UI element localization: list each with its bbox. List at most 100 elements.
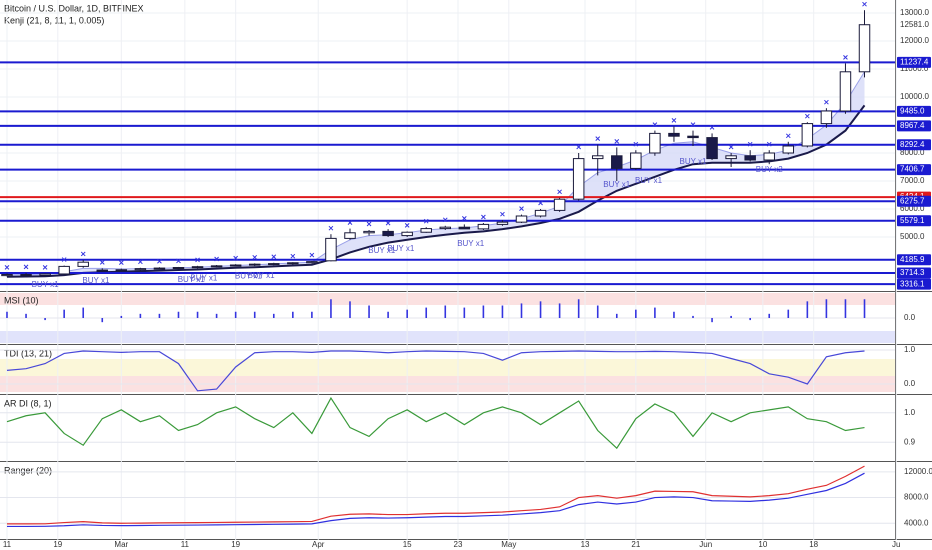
buy-annotation: BUY x1 bbox=[248, 271, 276, 280]
level-label-bg bbox=[897, 164, 931, 176]
buy-annotation: BUY x1 bbox=[680, 157, 708, 166]
y-tick-label: 8000.0 bbox=[900, 148, 925, 157]
candle-body bbox=[611, 155, 623, 169]
level-label: 7406.7 bbox=[900, 165, 925, 174]
signal-cross bbox=[138, 259, 143, 265]
x-tick-label: Jun bbox=[699, 540, 712, 549]
histogram-bar bbox=[272, 313, 275, 318]
candle-body bbox=[534, 209, 547, 217]
candle-body bbox=[210, 265, 223, 268]
signal-cross bbox=[271, 254, 277, 260]
histogram-bar bbox=[139, 313, 142, 318]
histogram-bar bbox=[44, 318, 46, 321]
level-label-bg bbox=[897, 56, 931, 68]
candle-body bbox=[229, 264, 242, 267]
buy-annotation: BUY x2 bbox=[756, 165, 784, 174]
candle-body bbox=[382, 230, 394, 237]
candle-body bbox=[248, 263, 261, 266]
y-tick-label: 4000.0 bbox=[904, 518, 929, 527]
band-lower-line bbox=[6, 104, 866, 278]
level-label-bg bbox=[897, 195, 931, 207]
y-tick-label: 1.0 bbox=[904, 345, 916, 354]
candle-body bbox=[134, 268, 147, 271]
x-tick-label: Ju bbox=[892, 540, 900, 549]
ranger-line bbox=[6, 472, 865, 528]
candle-body bbox=[458, 226, 471, 230]
indicator-line bbox=[6, 350, 865, 392]
candle-body bbox=[20, 274, 32, 277]
candle-body bbox=[820, 110, 833, 125]
signal-cross bbox=[538, 200, 543, 206]
candle-body bbox=[39, 273, 51, 276]
signal-cross bbox=[309, 252, 315, 258]
histogram-bar bbox=[768, 313, 771, 318]
signal-cross bbox=[709, 125, 715, 130]
histogram-bar bbox=[425, 307, 428, 318]
signal-cross bbox=[404, 223, 410, 228]
signal-cross bbox=[214, 256, 219, 262]
histogram-bar bbox=[234, 311, 237, 318]
signal-cross bbox=[652, 122, 658, 127]
signal-cross bbox=[690, 122, 696, 127]
signal-cross bbox=[481, 214, 486, 220]
signal-cross bbox=[671, 118, 677, 123]
signal-cross bbox=[442, 217, 448, 223]
signal-cross bbox=[461, 216, 467, 221]
candle-body bbox=[287, 262, 299, 265]
x-tick-label: 21 bbox=[631, 540, 640, 549]
band-upper-line bbox=[6, 71, 865, 276]
candle-body bbox=[687, 135, 699, 139]
last-price-label: 12581.0 bbox=[900, 20, 929, 29]
pane-title: MSI (10) bbox=[4, 295, 39, 305]
histogram-bar bbox=[444, 305, 447, 318]
histogram-bar bbox=[482, 305, 485, 318]
level-label: 4185.9 bbox=[900, 255, 925, 264]
buy-annotation: BUY x1 bbox=[635, 176, 663, 185]
x-tick-label: 19 bbox=[231, 540, 240, 549]
buy-annotation: BUY x1 bbox=[32, 280, 60, 289]
candle-body bbox=[744, 155, 756, 161]
x-tick-label: Mar bbox=[114, 540, 128, 549]
histogram-bar bbox=[6, 311, 8, 318]
histogram-bar bbox=[749, 318, 751, 321]
y-tick-label: 12000.0 bbox=[904, 467, 932, 476]
buy-annotation: BUY x1 bbox=[603, 180, 631, 189]
signal-cross bbox=[633, 141, 639, 147]
x-tick-label: 11 bbox=[181, 540, 190, 549]
histogram-bar bbox=[863, 299, 866, 318]
signal-cross bbox=[118, 260, 124, 265]
buy-annotation: BUY x1 bbox=[368, 246, 396, 255]
level-label: 11237.4 bbox=[900, 57, 929, 66]
signal-cross bbox=[766, 141, 772, 147]
histogram-bar bbox=[368, 305, 370, 318]
signal-cross bbox=[99, 260, 105, 265]
histogram-bar bbox=[844, 299, 847, 318]
buy-annotation: BUY x1 bbox=[457, 239, 485, 248]
signal-cross bbox=[728, 144, 734, 150]
signal-cross bbox=[252, 254, 258, 260]
signal-cross bbox=[500, 211, 505, 217]
level-label: 3316.1 bbox=[900, 279, 925, 288]
ranger-line bbox=[6, 465, 865, 525]
y-tick-label: 0.0 bbox=[904, 379, 916, 388]
level-label-bg bbox=[897, 254, 931, 266]
histogram-bar bbox=[101, 318, 104, 323]
buy-annotation: BUY x1 bbox=[178, 275, 206, 284]
candle-body bbox=[706, 137, 718, 160]
level-label: 6275.7 bbox=[900, 196, 925, 205]
histogram-bar bbox=[520, 303, 523, 318]
histogram-bar bbox=[635, 309, 637, 318]
x-tick-label: 19 bbox=[53, 540, 62, 549]
candle-body bbox=[153, 267, 166, 270]
y-tick-label: 8000.0 bbox=[904, 493, 929, 502]
signal-cross bbox=[23, 264, 29, 270]
signal-cross bbox=[290, 253, 296, 259]
candle-body bbox=[325, 237, 337, 262]
candle-body bbox=[515, 215, 528, 223]
indicator-title: Kenji (21, 8, 11, 1, 0.005) bbox=[4, 15, 104, 25]
signal-cross bbox=[233, 255, 239, 261]
y-tick-label: 6000.0 bbox=[900, 204, 925, 213]
buy-annotation: BUY x1 bbox=[82, 276, 110, 285]
candle-body bbox=[572, 158, 585, 200]
chart-title: Bitcoin / U.S. Dollar, 1D, BITFINEX bbox=[4, 3, 144, 13]
